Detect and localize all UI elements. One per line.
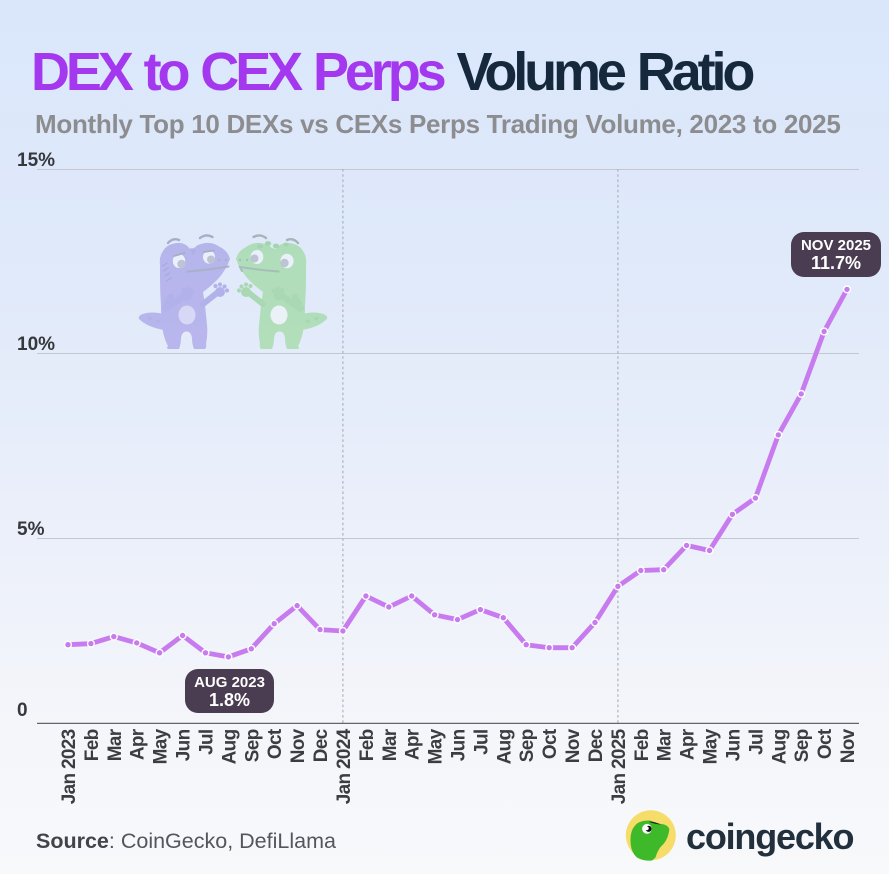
svg-text:Jan 2024: Jan 2024 xyxy=(334,728,355,804)
svg-text:Mar: Mar xyxy=(380,728,401,761)
svg-text:Jan 2025: Jan 2025 xyxy=(609,728,630,804)
svg-text:Aug: Aug xyxy=(769,729,790,764)
svg-text:Apr: Apr xyxy=(128,728,149,760)
svg-text:Oct: Oct xyxy=(540,728,561,759)
svg-text:Oct: Oct xyxy=(265,728,286,759)
svg-text:Oct: Oct xyxy=(815,728,836,759)
svg-text:10%: 10% xyxy=(17,334,55,355)
svg-text:Jun: Jun xyxy=(723,729,744,761)
svg-text:Aug: Aug xyxy=(494,729,515,764)
svg-text:Apr: Apr xyxy=(403,728,424,760)
svg-text:Nov: Nov xyxy=(563,728,584,763)
svg-text:15%: 15% xyxy=(17,150,55,171)
svg-text:Jun: Jun xyxy=(449,729,470,761)
svg-text:Jan 2023: Jan 2023 xyxy=(59,729,80,804)
svg-text:Feb: Feb xyxy=(632,729,653,761)
svg-text:Jul: Jul xyxy=(197,730,218,755)
svg-text:5%: 5% xyxy=(17,519,45,540)
svg-text:Feb: Feb xyxy=(357,729,378,761)
svg-text:May: May xyxy=(151,728,172,764)
svg-text:Aug: Aug xyxy=(219,729,240,764)
svg-text:coingecko: coingecko xyxy=(686,816,853,857)
svg-text:Jun: Jun xyxy=(174,729,195,761)
svg-text:Sep: Sep xyxy=(792,729,813,762)
svg-text:Dec: Dec xyxy=(586,728,607,762)
svg-text:Nov: Nov xyxy=(838,728,859,763)
svg-text:Jul: Jul xyxy=(746,730,767,755)
svg-text:Nov: Nov xyxy=(288,728,309,763)
svg-text:Mar: Mar xyxy=(105,728,126,761)
svg-text:Dec: Dec xyxy=(311,728,332,762)
svg-text:0: 0 xyxy=(17,700,28,721)
svg-text:May: May xyxy=(426,728,447,764)
svg-text:Feb: Feb xyxy=(82,729,103,761)
svg-text:May: May xyxy=(701,728,722,764)
svg-text:Mar: Mar xyxy=(655,728,676,761)
svg-text:Sep: Sep xyxy=(242,729,263,762)
svg-text:Jul: Jul xyxy=(471,730,492,755)
svg-text:Apr: Apr xyxy=(678,728,699,760)
svg-text:Sep: Sep xyxy=(517,729,538,762)
